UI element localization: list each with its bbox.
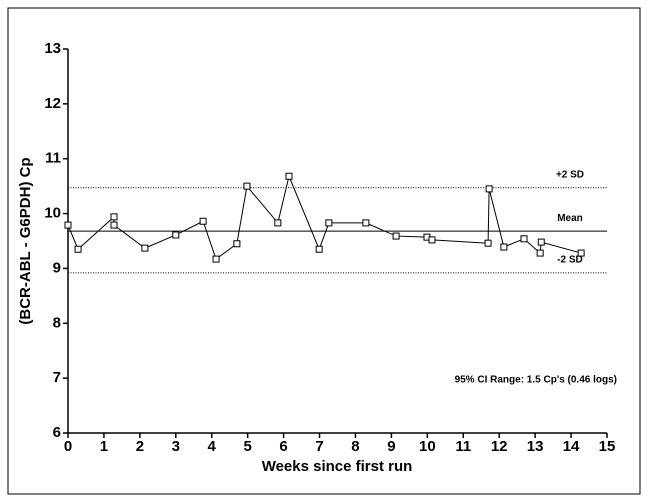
data-point: [392, 232, 400, 240]
x-tick-label: 3: [172, 438, 180, 455]
data-point: [500, 243, 508, 251]
data-point: [199, 217, 207, 225]
y-tick-label: 7: [53, 369, 61, 386]
data-point: [274, 219, 282, 227]
frame: [7, 7, 641, 495]
x-tick-label: 12: [491, 438, 508, 455]
data-point: [141, 244, 149, 252]
reference-label: Mean: [557, 213, 583, 224]
x-tick-label: 2: [136, 438, 144, 455]
data-point: [536, 249, 544, 257]
x-tick-label: 11: [455, 438, 471, 455]
data-point: [110, 213, 118, 221]
x-tick-label: 5: [243, 438, 251, 455]
data-point: [362, 219, 370, 227]
x-tick-label: 13: [527, 438, 544, 455]
x-tick-label: 15: [599, 438, 616, 455]
annotation: 95% CI Range: 1.5 Cp's (0.46 logs): [455, 375, 617, 386]
data-point: [537, 238, 545, 246]
data-point: [233, 240, 241, 248]
y-tick-label: 13: [44, 40, 61, 57]
y-tick-label: 11: [45, 150, 61, 167]
data-point: [285, 172, 293, 180]
x-tick-label: 6: [279, 438, 287, 455]
y-tick-label: 9: [53, 259, 61, 276]
y-tick-label: 6: [53, 424, 61, 441]
reference-label: -2 SD: [557, 254, 583, 265]
data-point: [212, 255, 220, 263]
reference-label: +2 SD: [556, 169, 584, 180]
y-tick-label: 10: [44, 205, 61, 222]
y-tick-label: 12: [44, 95, 61, 112]
x-tick-label: 8: [351, 438, 359, 455]
x-tick-label: 4: [208, 438, 217, 455]
y-tick-label: 8: [53, 314, 61, 331]
data-point: [485, 185, 493, 193]
data-point: [243, 182, 251, 190]
x-tick-label: 7: [315, 438, 323, 455]
data-point: [74, 245, 82, 253]
data-point: [577, 249, 585, 257]
data-point: [315, 245, 323, 253]
x-tick-label: 1: [100, 438, 108, 455]
data-point: [428, 236, 436, 244]
x-axis-title: Weeks since first run: [262, 458, 413, 475]
x-tick-label: 10: [419, 438, 436, 455]
y-axis-title: (BCR-ABL - G6PDH) Cp: [17, 157, 34, 324]
x-tick-label: 0: [64, 438, 72, 455]
x-tick-label: 14: [563, 438, 580, 455]
data-point: [325, 219, 333, 227]
data-point: [484, 239, 492, 247]
x-tick-label: 9: [387, 438, 395, 455]
data-point: [64, 221, 72, 229]
data-point: [520, 235, 528, 243]
data-point: [172, 231, 180, 239]
data-point: [110, 221, 118, 229]
